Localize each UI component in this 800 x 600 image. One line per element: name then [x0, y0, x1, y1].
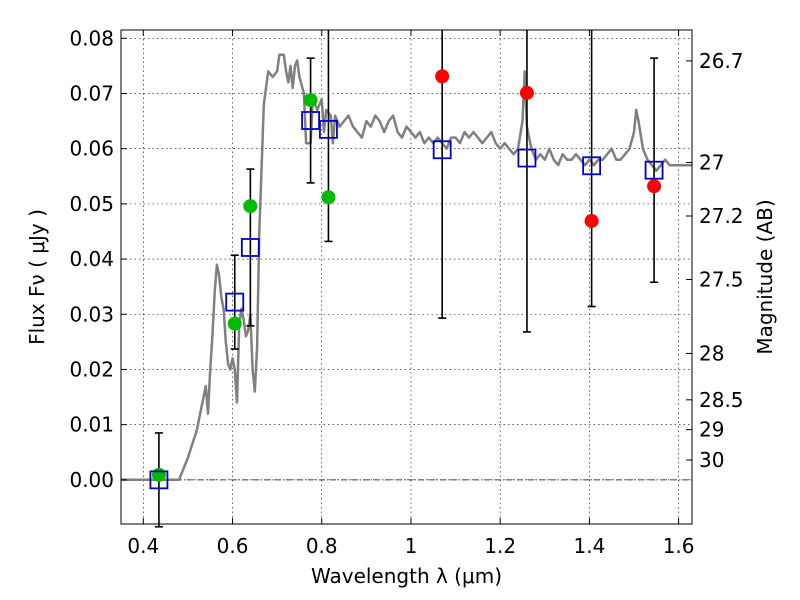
magnitude-tick-label: 28	[699, 341, 724, 365]
model-flux-square	[149, 470, 169, 490]
model-flux-square	[432, 140, 452, 160]
photometry-point	[151, 467, 166, 482]
x-axis-label: Wavelength λ (μm)	[311, 564, 502, 588]
magnitude-tick-label: 30	[699, 448, 724, 472]
x-axis-ticks: 0.4 0.6 0.8 1 1.2 1.4 1.6	[127, 30, 695, 558]
x-tick-label: 0.8	[306, 534, 338, 558]
magnitude-tick-label: 27.2	[699, 204, 744, 228]
y-axis-ticks: 0.00 0.01 0.02 0.03 0.04 0.05 0.06 0.07 0.08	[69, 26, 127, 492]
model-spectrum-line	[121, 53, 692, 482]
model-flux-square	[319, 119, 338, 139]
y-tick-label: 0.02	[69, 357, 114, 381]
magnitude-tick-label: 28.5	[699, 388, 744, 412]
magnitude-axis-label: Magnitude (AB)	[753, 199, 777, 354]
photometry-point	[435, 69, 450, 84]
x-tick-label: 0.4	[127, 534, 159, 558]
photometry-point	[584, 213, 599, 228]
model-flux-square	[225, 292, 245, 312]
photometry-point	[321, 190, 336, 205]
y-tick-label: 0.03	[69, 302, 114, 326]
magnitude-axis-ticks: 26.7 27 27.2 27.5 28 28.5 29 30	[686, 49, 744, 472]
y-tick-label: 0.05	[69, 192, 114, 216]
photometry-point	[227, 316, 242, 331]
x-tick-label: 1.6	[663, 534, 695, 558]
model-spectrum	[121, 53, 692, 482]
y-tick-label: 0.08	[69, 26, 114, 50]
photometry-point	[647, 179, 662, 194]
y-tick-label: 0.01	[69, 413, 114, 437]
plot-frame	[120, 29, 693, 525]
photometry-point	[519, 85, 534, 100]
model-flux-square	[644, 160, 664, 180]
photometry-point	[303, 93, 318, 108]
y-tick-label: 0.06	[69, 137, 114, 161]
x-tick-label: 1.4	[573, 534, 605, 558]
photometry-point	[243, 199, 258, 214]
magnitude-tick-label: 29	[699, 418, 724, 442]
model-flux-square	[582, 156, 602, 176]
data-markers	[149, 69, 664, 490]
y-tick-label: 0.07	[69, 81, 114, 105]
y-tick-label: 0.00	[69, 468, 114, 492]
y-tick-label: 0.04	[69, 247, 114, 271]
magnitude-tick-label: 26.7	[699, 49, 744, 73]
model-flux-square	[240, 238, 260, 257]
error-bars	[154, 30, 659, 528]
x-tick-label: 0.6	[217, 534, 249, 558]
y-axis-label: Flux Fν ( μJy )	[25, 209, 49, 345]
x-tick-label: 1	[405, 534, 418, 558]
magnitude-tick-label: 27	[699, 150, 724, 174]
grid-lines	[121, 30, 692, 524]
model-flux-square	[517, 148, 537, 168]
x-tick-label: 1.2	[484, 534, 516, 558]
magnitude-tick-label: 27.5	[699, 267, 744, 291]
